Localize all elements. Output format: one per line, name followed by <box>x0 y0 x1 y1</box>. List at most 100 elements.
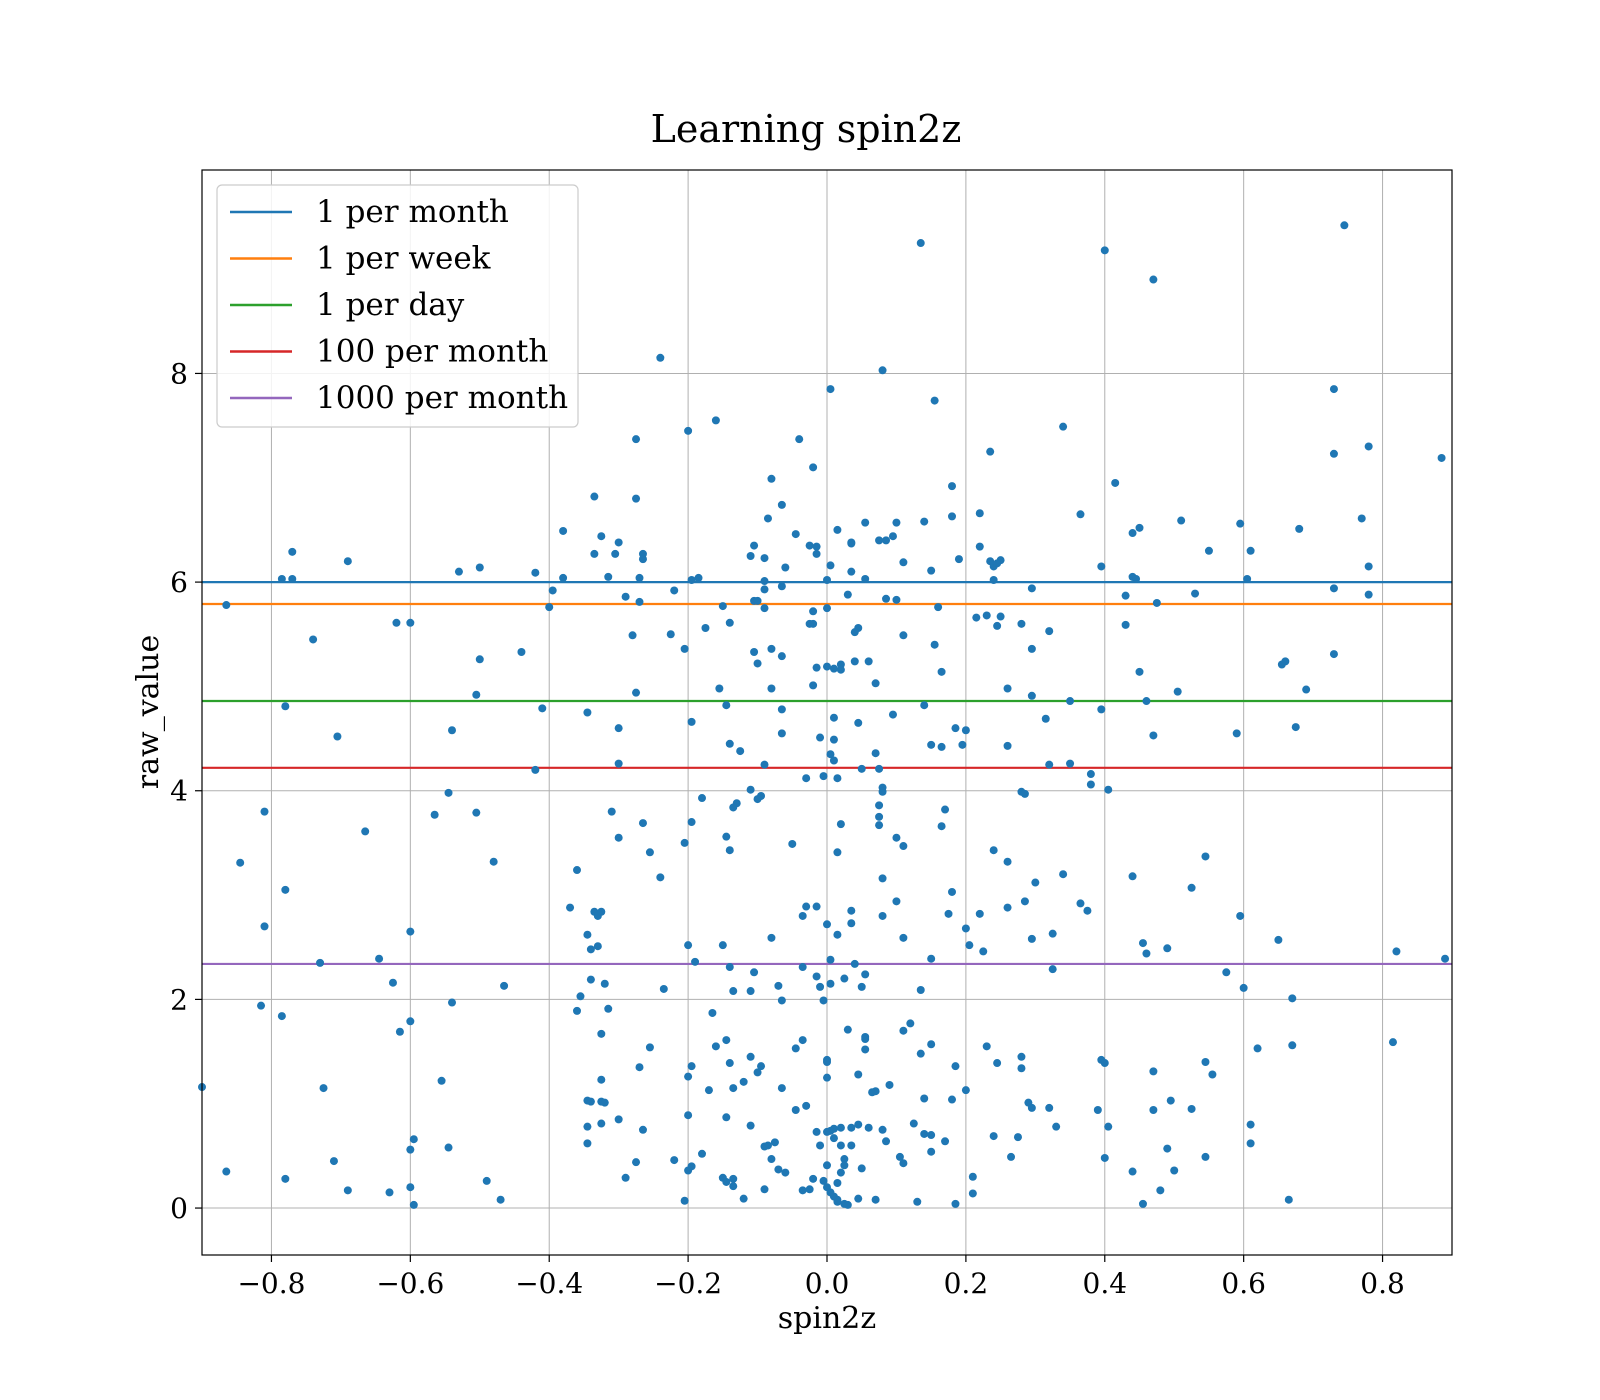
data-point <box>281 702 290 711</box>
data-point <box>746 1052 755 1061</box>
data-point <box>385 1188 394 1197</box>
data-point <box>777 996 786 1005</box>
data-point <box>1027 584 1036 593</box>
data-point <box>406 618 415 627</box>
data-point <box>819 996 828 1005</box>
data-point <box>937 742 946 751</box>
data-point <box>1128 1167 1137 1176</box>
data-point <box>802 774 811 783</box>
data-point <box>847 906 856 915</box>
data-point <box>1052 1122 1061 1131</box>
data-point <box>545 603 554 612</box>
data-point <box>892 518 901 527</box>
data-point <box>982 1042 991 1051</box>
data-point <box>1149 1067 1158 1076</box>
data-point <box>708 1008 717 1017</box>
data-point <box>1100 246 1109 255</box>
data-point <box>406 1145 415 1154</box>
data-point <box>1152 598 1161 607</box>
data-point <box>878 1125 887 1134</box>
data-point <box>1017 1064 1026 1073</box>
data-point <box>895 1152 904 1161</box>
data-point <box>222 601 231 610</box>
data-point <box>798 911 807 920</box>
data-point <box>823 1057 831 1066</box>
x-tick-label: 0.4 <box>1083 1267 1128 1300</box>
data-point <box>823 1161 831 1170</box>
data-point <box>920 517 929 526</box>
data-point <box>489 857 498 866</box>
data-point <box>1128 872 1137 881</box>
data-point <box>836 1168 845 1177</box>
data-point <box>864 1123 873 1132</box>
data-point <box>798 963 807 972</box>
data-point <box>795 435 804 444</box>
data-point <box>1243 574 1252 583</box>
data-point <box>760 604 769 613</box>
data-point <box>1222 968 1231 977</box>
data-point <box>1246 546 1255 555</box>
data-point <box>850 657 859 666</box>
data-point <box>864 657 873 666</box>
data-point <box>788 839 797 848</box>
data-point <box>875 764 884 773</box>
data-point <box>656 873 665 882</box>
data-point <box>1204 546 1213 555</box>
data-point <box>388 978 397 987</box>
data-point <box>1329 385 1338 394</box>
data-point <box>722 1036 731 1045</box>
data-point <box>659 984 668 993</box>
data-point <box>927 566 936 575</box>
data-point <box>746 785 755 794</box>
data-point <box>1097 705 1106 714</box>
data-point <box>680 1196 689 1205</box>
data-point <box>892 897 901 906</box>
data-point <box>607 807 616 816</box>
data-point <box>1357 514 1366 523</box>
data-point <box>1201 1057 1210 1066</box>
data-point <box>566 903 575 912</box>
data-point <box>430 810 439 819</box>
data-point <box>1135 667 1144 676</box>
data-point <box>593 942 602 951</box>
data-point <box>531 568 540 577</box>
x-axis-ticks: −0.8 −0.6 −0.4 −0.2 0.0 0.2 0.4 0.6 0.8 <box>237 1255 1405 1300</box>
data-point <box>684 941 693 950</box>
data-point <box>840 974 849 983</box>
data-point <box>816 1141 825 1150</box>
data-point <box>753 659 762 668</box>
data-point <box>1295 524 1304 533</box>
data-point <box>729 803 738 812</box>
data-point <box>1066 697 1075 706</box>
data-point <box>1364 590 1373 599</box>
data-point <box>517 647 526 656</box>
data-point <box>805 1185 814 1194</box>
data-point <box>826 955 835 964</box>
data-point <box>972 613 981 622</box>
data-point <box>812 902 821 911</box>
data-point <box>1111 478 1120 487</box>
data-point <box>1045 627 1054 636</box>
data-point <box>614 724 623 733</box>
data-point <box>816 733 825 742</box>
data-point <box>680 838 689 847</box>
x-tick-label: −0.6 <box>376 1267 444 1300</box>
data-point <box>875 812 884 821</box>
data-point <box>1340 221 1349 230</box>
data-point <box>1163 1144 1172 1153</box>
data-point <box>746 552 755 561</box>
data-point <box>1437 453 1446 462</box>
data-point <box>257 1001 266 1010</box>
data-point <box>854 1120 863 1129</box>
data-point <box>722 832 731 841</box>
y-tick-label: 0 <box>170 1192 188 1225</box>
data-point <box>757 1062 766 1071</box>
data-point <box>684 1072 693 1081</box>
data-point <box>746 1121 755 1130</box>
data-point <box>645 1043 654 1052</box>
data-point <box>472 690 481 699</box>
data-point <box>982 611 991 620</box>
data-point <box>343 1186 352 1195</box>
data-point <box>638 555 647 564</box>
data-point <box>725 739 734 748</box>
